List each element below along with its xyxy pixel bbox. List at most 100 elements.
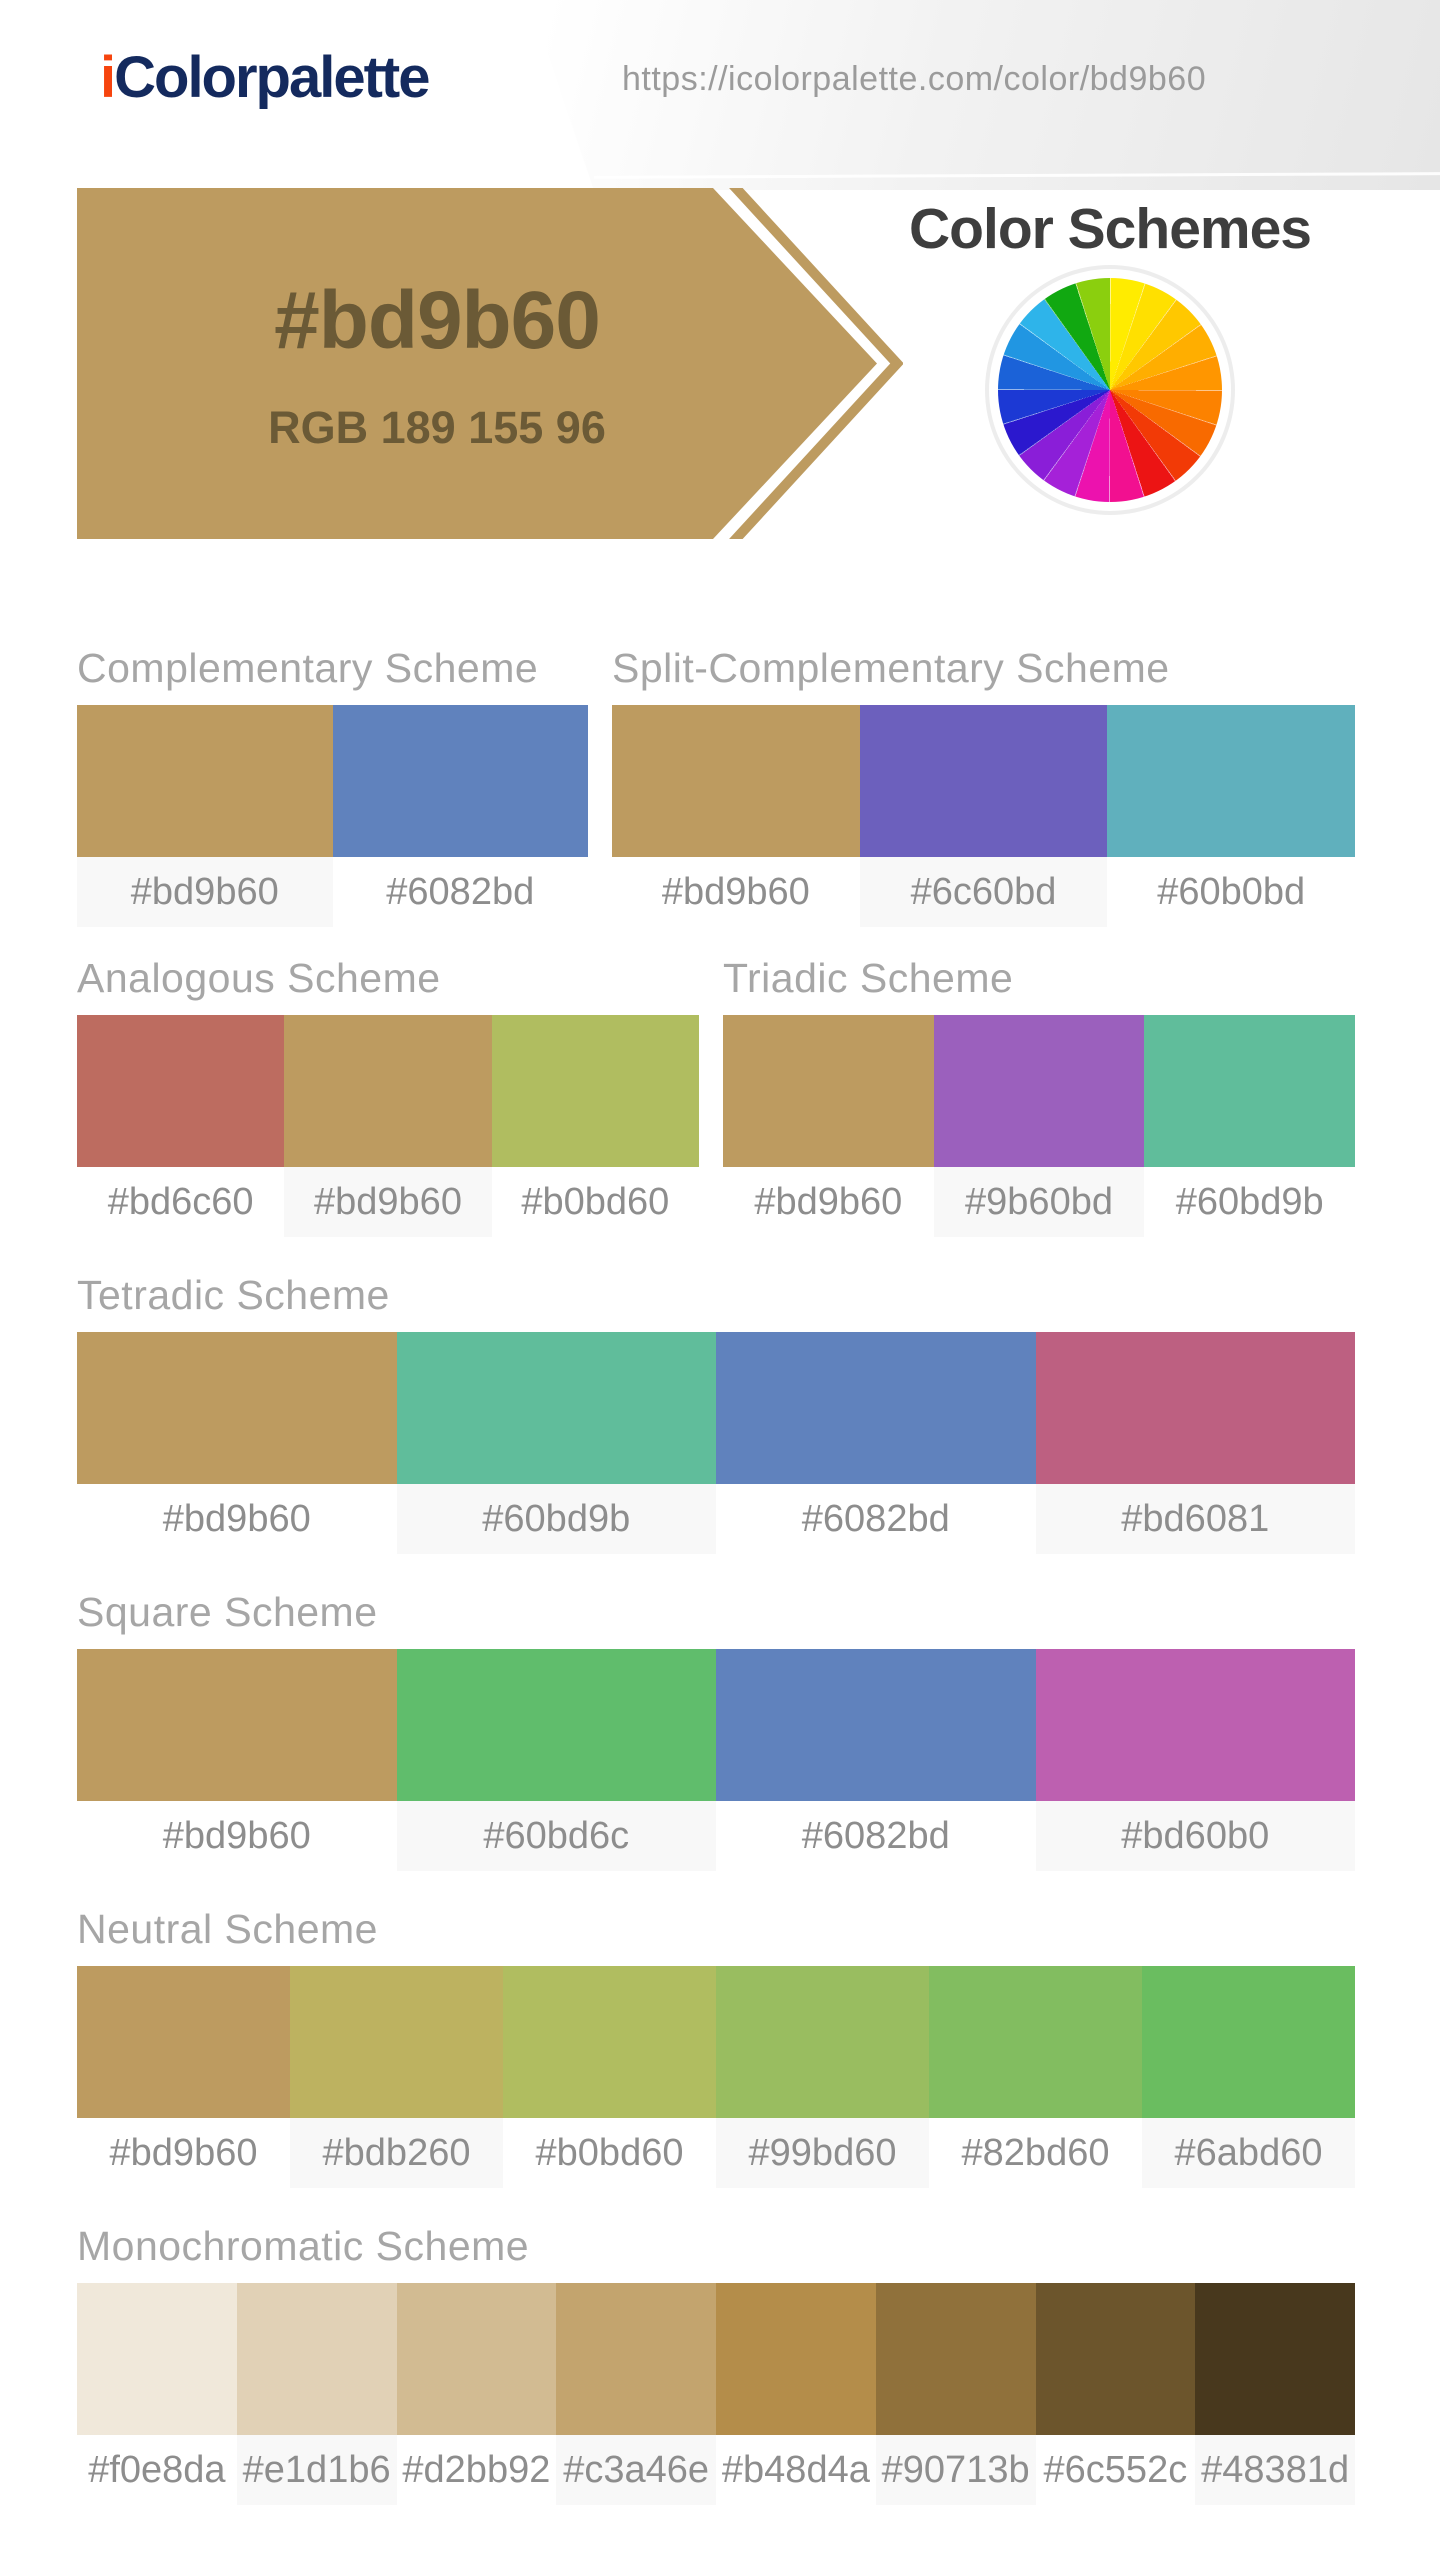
color-swatch-cell[interactable]: #99bd60	[716, 1966, 929, 2188]
swatch-row: #bd9b60 #60bd6c #6082bd #bd60b0	[77, 1649, 1355, 1871]
swatch-color[interactable]	[933, 1015, 1145, 1167]
section-monochromatic: Monochromatic Scheme #f0e8da #e1d1b6 #d2bb…	[77, 2223, 1355, 2505]
swatch-hex-label: #60bd6c	[396, 1801, 716, 1871]
color-swatch-cell[interactable]: #b0bd60	[503, 1966, 716, 2188]
swatch-color[interactable]	[1035, 1649, 1355, 1801]
color-swatch-cell[interactable]: #bd9b60	[77, 705, 333, 927]
swatch-color[interactable]	[236, 2283, 397, 2435]
color-swatch-cell[interactable]: #bd9b60	[77, 1332, 397, 1554]
swatch-color[interactable]	[503, 1966, 716, 2118]
site-header: iColorpalette https://icolorpalette.com/…	[0, 0, 1440, 190]
swatch-color[interactable]	[396, 1649, 716, 1801]
color-swatch-cell[interactable]: #6c552c	[1035, 2283, 1196, 2505]
color-banner: #bd9b60 RGB 189 155 96	[77, 170, 904, 557]
color-swatch-cell[interactable]: #6082bd	[332, 705, 588, 927]
section-neutral: Neutral Scheme #bd9b60 #bdb260 #b0bd60 #99b…	[77, 1906, 1355, 2188]
header-gradient-decoration	[530, 0, 1440, 190]
swatch-color[interactable]	[1107, 705, 1356, 857]
color-swatch-cell[interactable]: #bd9b60	[284, 1015, 492, 1237]
color-swatch-cell[interactable]: #e1d1b6	[236, 2283, 397, 2505]
swatch-color[interactable]	[1035, 2283, 1196, 2435]
color-swatch-cell[interactable]: #6082bd	[716, 1332, 1036, 1554]
color-swatch-cell[interactable]: #bd9b60	[77, 1649, 397, 1871]
swatch-hex-label: #bd6c60	[77, 1167, 285, 1237]
color-swatch-cell[interactable]: #bd9b60	[612, 705, 860, 927]
color-swatch-cell[interactable]: #6abd60	[1142, 1966, 1355, 2188]
swatch-color[interactable]	[77, 2283, 237, 2435]
swatch-color[interactable]	[1144, 1015, 1356, 1167]
swatch-color[interactable]	[332, 705, 588, 857]
swatch-color[interactable]	[77, 1966, 290, 2118]
swatch-hex-label: #99bd60	[716, 2118, 929, 2188]
color-swatch-cell[interactable]: #bd6c60	[77, 1015, 285, 1237]
hero-section: #bd9b60 RGB 189 155 96 Color Schemes	[0, 170, 1440, 557]
swatch-color[interactable]	[284, 1015, 492, 1167]
swatch-color[interactable]	[1142, 1966, 1355, 2118]
color-swatch-cell[interactable]: #f0e8da	[77, 2283, 237, 2505]
color-swatch-cell[interactable]: #b48d4a	[716, 2283, 876, 2505]
banner-text-block: #bd9b60 RGB 189 155 96	[77, 188, 797, 539]
swatch-color[interactable]	[859, 705, 1108, 857]
swatch-color[interactable]	[396, 2283, 557, 2435]
swatch-color[interactable]	[290, 1966, 503, 2118]
section-analogous: Analogous Scheme #bd6c60 #bd9b60 #b0bd60	[77, 955, 699, 1237]
color-swatch-cell[interactable]: #9b60bd	[933, 1015, 1145, 1237]
scheme-title: Triadic Scheme	[723, 955, 1014, 1001]
swatch-hex-label: #e1d1b6	[236, 2435, 397, 2505]
color-swatch-cell[interactable]: #48381d	[1195, 2283, 1355, 2505]
color-swatch-cell[interactable]: #bdb260	[290, 1966, 503, 2188]
swatch-color[interactable]	[716, 1649, 1036, 1801]
color-swatch-cell[interactable]: #b0bd60	[491, 1015, 699, 1237]
swatch-color[interactable]	[1035, 1332, 1355, 1484]
color-swatch-cell[interactable]: #d2bb92	[396, 2283, 557, 2505]
arrow-chevron-icon	[719, 170, 904, 557]
swatch-color[interactable]	[77, 705, 333, 857]
site-logo[interactable]: iColorpalette	[100, 44, 431, 111]
swatch-hex-label: #60b0bd	[1107, 857, 1356, 927]
swatch-hex-label: #6c552c	[1035, 2435, 1196, 2505]
swatch-color[interactable]	[491, 1015, 699, 1167]
swatch-color[interactable]	[77, 1332, 397, 1484]
swatch-hex-label: #f0e8da	[77, 2435, 237, 2505]
swatch-color[interactable]	[612, 705, 860, 857]
swatch-hex-label: #b0bd60	[503, 2118, 716, 2188]
swatch-color[interactable]	[77, 1015, 285, 1167]
arrow-banner-shape	[77, 170, 904, 557]
color-swatch-cell[interactable]: #6082bd	[716, 1649, 1036, 1871]
swatch-color[interactable]	[929, 1966, 1142, 2118]
color-swatch-cell[interactable]: #bd6081	[1035, 1332, 1355, 1554]
color-swatch-cell[interactable]: #90713b	[875, 2283, 1036, 2505]
swatch-color[interactable]	[723, 1015, 934, 1167]
swatch-color[interactable]	[716, 2283, 876, 2435]
swatch-color[interactable]	[716, 1332, 1036, 1484]
swatch-color[interactable]	[875, 2283, 1036, 2435]
swatch-hex-label: #9b60bd	[933, 1167, 1145, 1237]
color-swatch-cell[interactable]: #bd9b60	[723, 1015, 934, 1237]
color-swatch-cell[interactable]: #bd9b60	[77, 1966, 290, 2188]
swatch-hex-label: #6abd60	[1142, 2118, 1355, 2188]
logo-text: Colorpalette	[114, 45, 430, 110]
color-wheel-icon	[998, 278, 1222, 502]
color-swatch-cell[interactable]: #60bd6c	[396, 1649, 716, 1871]
swatch-row: #bd9b60 #6c60bd #60b0bd	[612, 705, 1356, 927]
color-swatch-cell[interactable]: #60bd9b	[396, 1332, 716, 1554]
swatch-hex-label: #6082bd	[716, 1801, 1036, 1871]
swatch-hex-label: #bd9b60	[77, 2118, 290, 2188]
color-swatch-cell[interactable]: #82bd60	[929, 1966, 1142, 2188]
color-swatch-cell[interactable]: #60bd9b	[1144, 1015, 1356, 1237]
logo-accent-letter: i	[100, 45, 116, 110]
scheme-title: Neutral Scheme	[77, 1906, 378, 1952]
swatch-row: #bd9b60 #6082bd	[77, 705, 588, 927]
swatch-color[interactable]	[716, 1966, 929, 2118]
swatch-color[interactable]	[556, 2283, 716, 2435]
swatch-color[interactable]	[396, 1332, 716, 1484]
schemes-content: Complementary Scheme #bd9b60 #6082bd Spli…	[77, 645, 1356, 2505]
color-swatch-cell[interactable]: #60b0bd	[1107, 705, 1356, 927]
swatch-hex-label: #6c60bd	[859, 857, 1108, 927]
color-swatch-cell[interactable]: #c3a46e	[556, 2283, 716, 2505]
color-swatch-cell[interactable]: #6c60bd	[859, 705, 1108, 927]
swatch-color[interactable]	[1195, 2283, 1355, 2435]
scheme-title: Tetradic Scheme	[77, 1272, 390, 1318]
color-swatch-cell[interactable]: #bd60b0	[1035, 1649, 1355, 1871]
swatch-color[interactable]	[77, 1649, 397, 1801]
